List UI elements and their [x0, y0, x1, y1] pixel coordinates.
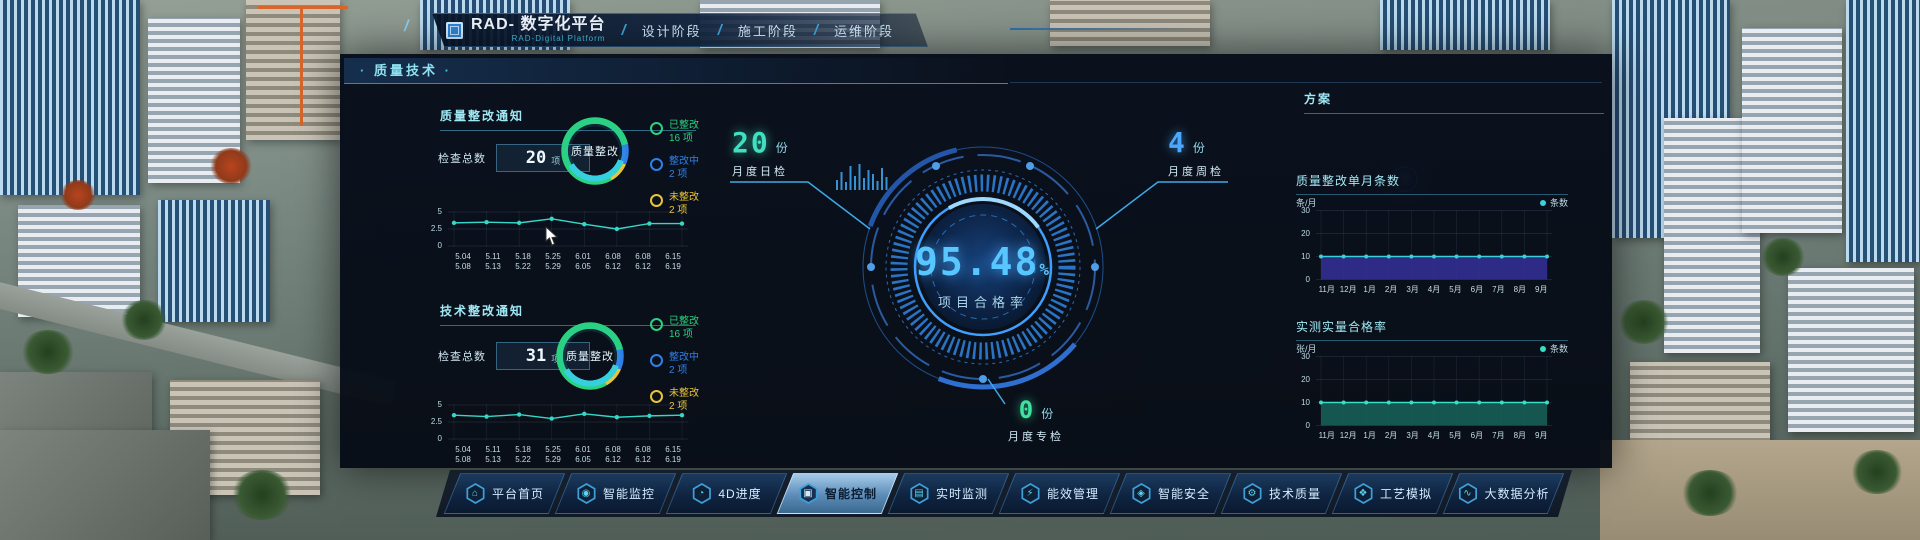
- inspection-trend-chart: 5 2.5 0 5.04 5.11 5.18 5.25 6.01 6.08 6.08 6.15 5…: [424, 207, 714, 273]
- y-axis-unit: 张/月: [1296, 344, 1317, 354]
- nav-item-smart-monitoring[interactable]: ◉ 智能监控: [563, 473, 668, 514]
- control-icon: ▣: [799, 483, 818, 504]
- panel-title: 质量技术: [344, 58, 1008, 83]
- header-slash-decoration: /: [404, 18, 409, 35]
- line-chart: [448, 211, 688, 247]
- home-icon: ⌂: [466, 483, 485, 504]
- rectification-gauge: 质量整改: [556, 112, 634, 190]
- panel-title-line: [1010, 82, 1602, 83]
- nav-separator: /: [621, 21, 626, 39]
- nav-item-energy-management[interactable]: ⚡ 能效管理: [1007, 473, 1112, 514]
- area-chart: [1316, 356, 1552, 426]
- camera-icon: ◉: [577, 483, 596, 504]
- legend-dot: [1539, 345, 1546, 352]
- nav-separator: /: [717, 21, 722, 39]
- legend-item: 已整改 16 项: [650, 316, 714, 341]
- kpi-monthly-special-inspection: 0 份 月度专检: [1008, 396, 1064, 443]
- kpi-monthly-weekly-inspection: 4 份 月度周检: [1168, 126, 1224, 178]
- y-axis-unit: 条/月: [1296, 198, 1317, 208]
- legend-item: 整改中 2 项: [650, 156, 714, 181]
- gauge-legend: 已整改 16 项 整改中 2 项 未整改 2 项: [650, 120, 714, 228]
- header-tail-line: [1010, 28, 1220, 30]
- simulation-icon: ❖: [1354, 483, 1373, 504]
- project-pass-rate-gauge: [730, 144, 1228, 405]
- legend-dot: [650, 318, 663, 331]
- nav-item-smart-control[interactable]: ▣ 智能控制: [785, 473, 890, 514]
- legend-dot: [650, 390, 663, 403]
- nav-separator: /: [813, 21, 818, 39]
- kpi-monthly-daily-inspection: 20 份 月度日检: [732, 126, 788, 178]
- legend-dot: [650, 354, 663, 367]
- panel-title-bar: 质量技术: [344, 58, 1008, 84]
- nav-item-smart-security[interactable]: ◈ 智能安全: [1118, 473, 1223, 514]
- nav-item-realtime-monitoring[interactable]: ▤ 实时监测: [896, 473, 1001, 514]
- area-chart: [1316, 210, 1552, 280]
- measured-quality-pass-rate-chart: 实测实量合格率 张/月 条数 30 20 10 0 11月 12月 1月 2月 3月 4月 5月 6…: [1296, 320, 1568, 440]
- quality-gear-icon: ⚙: [1243, 483, 1262, 504]
- clock-icon: ◔: [692, 483, 711, 504]
- energy-icon: ⚡: [1021, 483, 1040, 504]
- spectrum-decoration: [836, 164, 888, 190]
- legend-dot: [650, 158, 663, 171]
- app-title: RAD- 数字化平台: [471, 16, 606, 33]
- legend-dot: [650, 122, 663, 135]
- gauge-legend: 已整改 16 项 整改中 2 项 未整改 2 项: [650, 316, 714, 424]
- nav-item-technical-quality[interactable]: ⚙ 技术质量: [1229, 473, 1334, 514]
- nav-construction-phase[interactable]: 施工阶段: [737, 23, 798, 39]
- nav-design-phase[interactable]: 设计阶段: [641, 23, 702, 39]
- legend-dot: [650, 194, 663, 207]
- connector-lines: [730, 181, 1228, 405]
- nav-operation-phase[interactable]: 运维阶段: [834, 23, 895, 39]
- quality-technology-panel: 质量技术 质量整改通知 检查总数 20 项 质量整改 已整改 16 项 整改中: [340, 54, 1612, 468]
- mouse-cursor: [545, 226, 559, 246]
- legend-item: 整改中 2 项: [650, 352, 714, 377]
- legend-item: 未整改 2 项: [650, 192, 714, 217]
- chart-legend: 条数: [1539, 342, 1568, 355]
- inspection-trend-chart: 5 2.5 0 5.04 5.11 5.18 5.25 6.01 6.08 6.08 6.15 5…: [424, 400, 714, 466]
- brand: RAD- 数字化平台 RAD-Digital Platform: [446, 17, 605, 43]
- line-chart: [448, 404, 688, 440]
- monthly-rectification-count-chart: 质量整改单月条数 条/月 条数 30 20 10 0 11月 12月 1月 2月 3月 4月 5月…: [1296, 174, 1568, 294]
- monitor-icon: ▤: [910, 483, 929, 504]
- nav-item-4d-progress[interactable]: ◔ 4D进度: [674, 473, 779, 514]
- platform-logo-icon: [446, 21, 463, 39]
- top-header: RAD- 数字化平台 RAD-Digital Platform / 设计阶段 /…: [432, 13, 929, 47]
- security-shield-icon: ◈: [1132, 483, 1151, 504]
- project-pass-rate: 95.48% 项目合格率: [914, 240, 1052, 310]
- legend-dot: [1539, 199, 1546, 206]
- nav-item-bigdata-analytics[interactable]: ∿ 大数据分析: [1451, 473, 1556, 514]
- app-subtitle: RAD-Digital Platform: [511, 34, 606, 43]
- nav-item-platform-home[interactable]: ⌂ 平台首页: [452, 473, 557, 514]
- legend-item: 未整改 2 项: [650, 388, 714, 413]
- plan-section-title: 方案: [1304, 90, 1604, 114]
- analytics-icon: ∿: [1458, 483, 1478, 504]
- bottom-navigation: ⌂ 平台首页 ◉ 智能监控 ◔ 4D进度 ▣ 智能控制 ▤ 实时监测 ⚡ 能效管…: [452, 473, 1556, 514]
- chart-legend: 条数: [1539, 196, 1568, 209]
- nav-item-process-simulation[interactable]: ❖ 工艺模拟: [1340, 473, 1445, 514]
- legend-item: 已整改 16 项: [650, 120, 714, 145]
- rectification-gauge: 质量整改: [551, 317, 629, 395]
